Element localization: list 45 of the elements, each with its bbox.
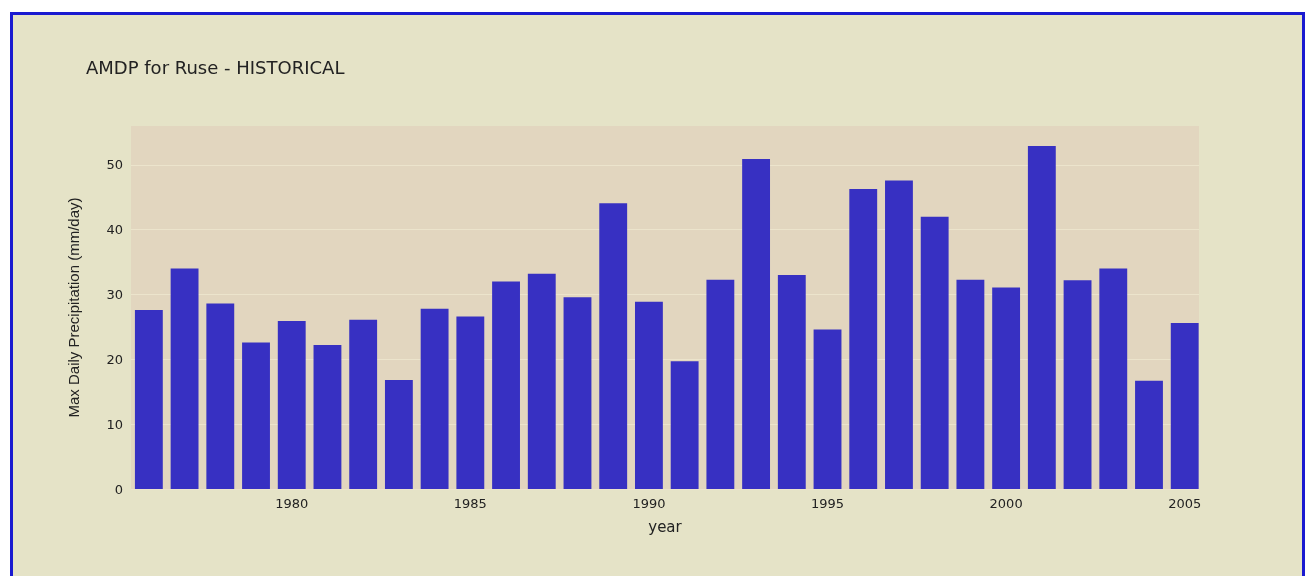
y-tick-label: 20 [106,351,123,367]
x-tick-label: 1990 [632,496,666,511]
bar [635,301,663,489]
bar [992,287,1021,489]
x-tick-label: 1980 [275,496,309,511]
bar [849,188,878,489]
x-tick-label: 2000 [989,496,1023,511]
bar [563,297,592,489]
bar [134,310,163,489]
bar [813,329,842,489]
bar [920,216,949,489]
bar [206,303,235,489]
bar [242,342,270,489]
x-tick-label: 1995 [810,496,845,511]
bar [1170,323,1199,489]
bar [527,273,556,489]
x-tick-label: 1985 [453,496,487,511]
bar [670,361,699,489]
y-tick-label: 0 [114,481,123,497]
bar [420,308,449,489]
y-tick-label: 40 [106,222,123,238]
bar [706,279,735,489]
bar [456,316,485,489]
bar [170,268,199,489]
bar [777,275,806,489]
x-tick-label: 2005 [1168,496,1202,511]
y-tick-label: 50 [106,157,123,173]
bar [492,281,520,489]
bar [956,279,985,489]
bar [1135,380,1163,489]
x-axis-title: year [648,517,683,536]
bar [1027,146,1056,489]
bar [349,319,378,489]
y-axis-title: Max Daily Precipitation (mm/day) [65,197,82,418]
y-tick-label: 10 [106,416,123,432]
bar [885,180,913,489]
bar [277,321,306,489]
bar [313,345,342,489]
y-tick-label: 30 [106,287,123,303]
bar [742,159,771,489]
bar [1063,280,1092,489]
bar [599,203,628,489]
bar [1099,268,1128,489]
chart-title: AMDP for Ruse - HISTORICAL [86,56,345,78]
bar [384,380,413,489]
